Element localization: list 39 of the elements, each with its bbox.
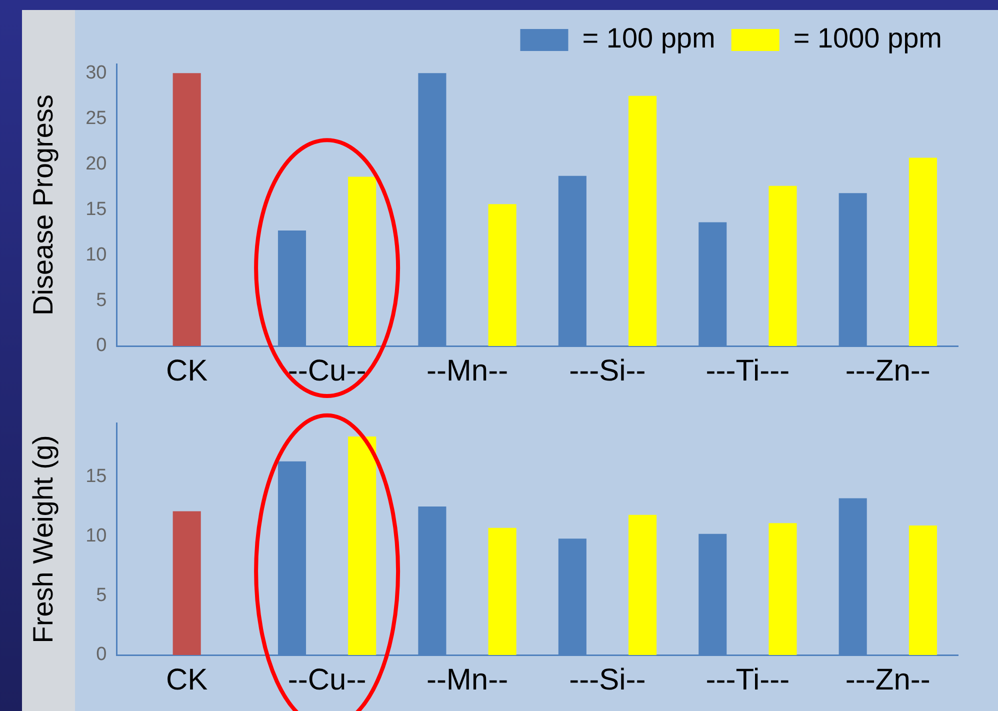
y-axis-title: Fresh Weight (g): [28, 435, 59, 644]
bar: [908, 158, 937, 346]
bar: [628, 514, 657, 655]
y-axis-title: Disease Progress: [28, 94, 59, 316]
x-tick-label: --Cu--: [288, 663, 366, 696]
x-tick-label: --Cu--: [288, 354, 366, 388]
x-tick-label: CK: [166, 354, 208, 388]
bar: [628, 96, 657, 346]
y-tick-label: 25: [86, 108, 107, 129]
bar: [488, 204, 516, 346]
bar: [172, 73, 201, 346]
y-tick-label: 0: [96, 335, 107, 356]
bar: [348, 436, 376, 655]
x-tick-label: ---Ti---: [706, 354, 790, 388]
x-tick-label: ---Zn--: [845, 354, 930, 388]
bar: [172, 511, 201, 655]
y-tick-label: 15: [86, 198, 107, 220]
y-tick-label: 5: [96, 584, 107, 606]
y-tick-label: 30: [86, 62, 107, 84]
bar: [768, 186, 797, 346]
x-tick-label: ---Zn--: [845, 663, 930, 696]
bar: [768, 523, 797, 655]
y-tick-label: 15: [86, 466, 107, 488]
y-tick-label: 20: [86, 153, 107, 174]
y-tick-label: 5: [96, 290, 107, 311]
bar: [348, 176, 376, 346]
x-tick-label: --Mn--: [426, 663, 508, 696]
y-tick-label: 10: [86, 244, 107, 266]
bar: [908, 526, 937, 655]
x-tick-label: CK: [166, 663, 208, 696]
x-tick-label: ---Si--: [569, 354, 646, 388]
legend-label: = 100 ppm: [582, 22, 716, 54]
y-tick-label: 0: [96, 644, 107, 666]
legend-label: = 1000 ppm: [793, 22, 942, 54]
x-tick-label: ---Ti---: [706, 663, 790, 696]
x-tick-label: --Mn--: [426, 354, 508, 388]
bar: [488, 528, 516, 655]
y-tick-label: 10: [86, 525, 107, 546]
x-tick-label: ---Si--: [569, 663, 646, 696]
